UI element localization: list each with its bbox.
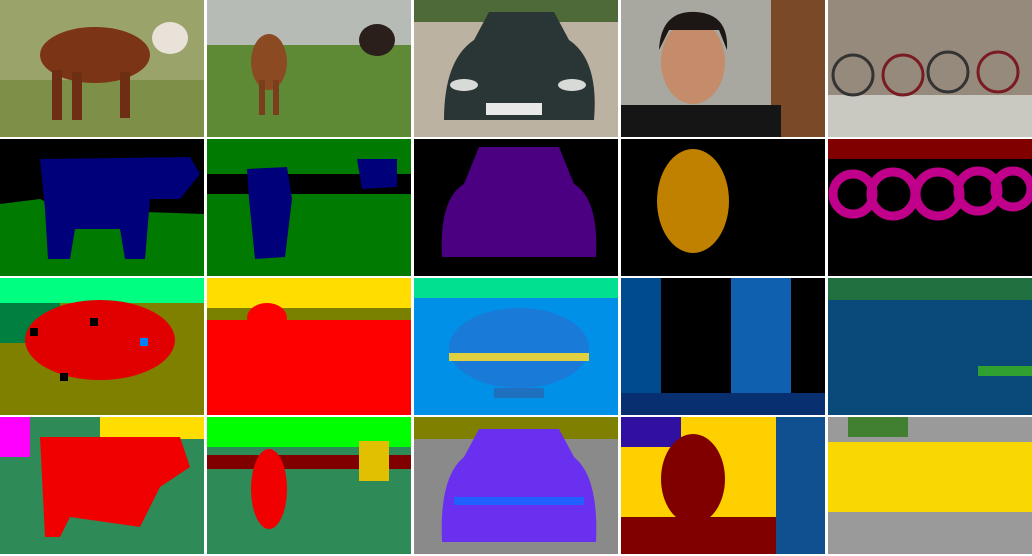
mask-car: [414, 139, 618, 276]
page: [0, 0, 1032, 556]
mask-bikes: [828, 139, 1032, 276]
result-a-bikes: [828, 278, 1032, 415]
result-a-car: [414, 278, 618, 415]
photo-face: [621, 0, 825, 137]
result-a-cow: [0, 278, 204, 415]
photo-cow: [0, 0, 204, 137]
result-b-car: [414, 417, 618, 554]
result-b-cow: [0, 417, 204, 554]
photo-bikes: [828, 0, 1032, 137]
image-grid: [0, 0, 1032, 556]
result-b-face: [621, 417, 825, 554]
result-b-cows-field: [207, 417, 411, 554]
mask-face: [621, 139, 825, 276]
photo-car: [414, 0, 618, 137]
result-b-bikes: [828, 417, 1032, 554]
result-a-cows-field: [207, 278, 411, 415]
result-a-face: [621, 278, 825, 415]
photo-cows-field: [207, 0, 411, 137]
mask-cow: [0, 139, 204, 276]
mask-cows-field: [207, 139, 411, 276]
